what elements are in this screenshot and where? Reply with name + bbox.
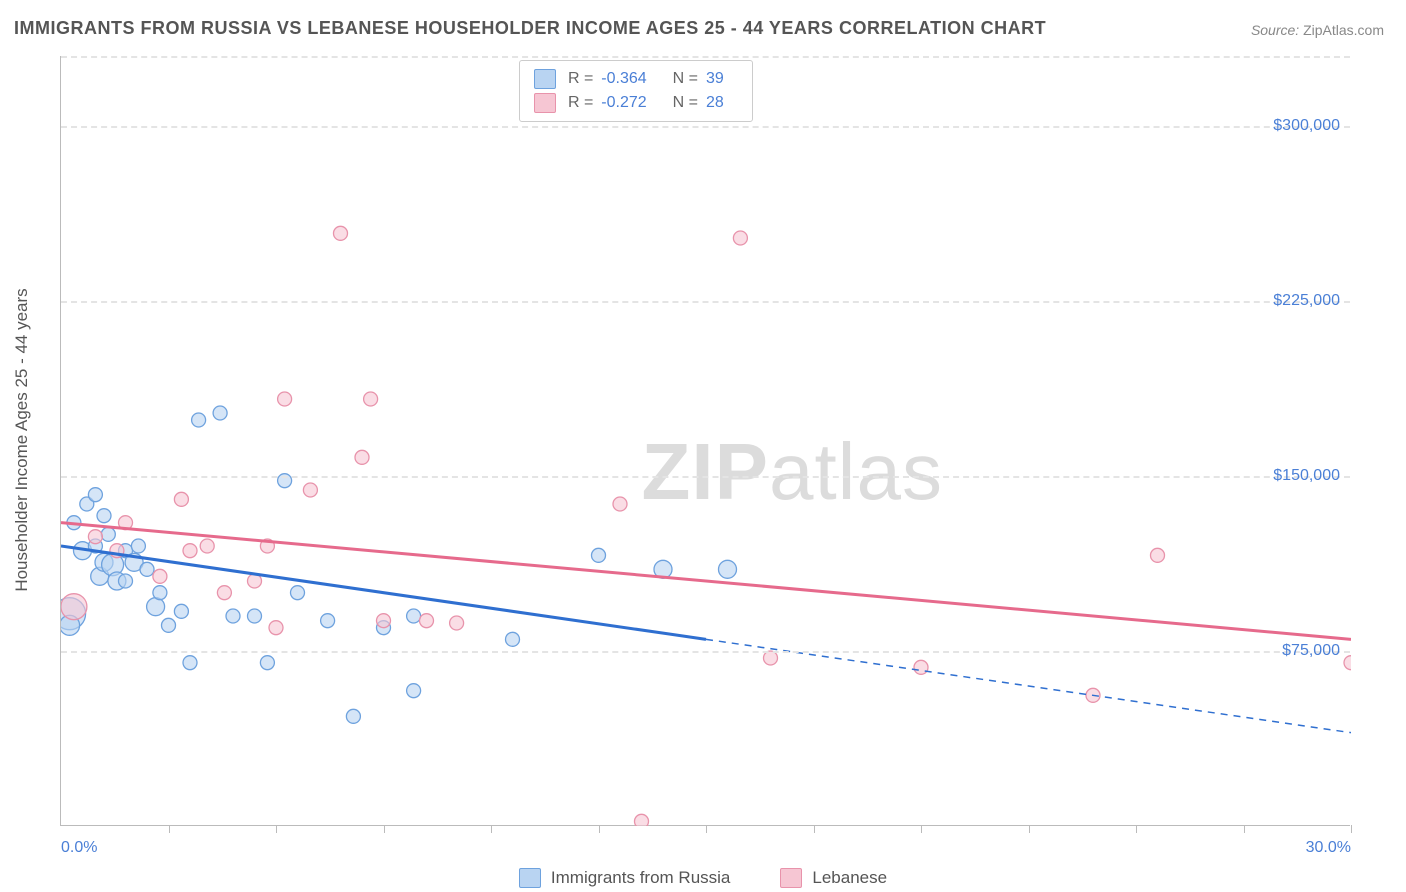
scatter-point-russia [131, 539, 145, 553]
plot-svg [61, 56, 1351, 826]
y-tick-label: $300,000 [1273, 117, 1340, 135]
x-tick [1029, 825, 1030, 833]
x-tick [169, 825, 170, 833]
scatter-point-russia [248, 609, 262, 623]
legend-stat-row-russia: R = -0.364 N = 39 [534, 67, 738, 91]
scatter-point-russia [321, 614, 335, 628]
regression-line-ext-russia [706, 639, 1351, 732]
scatter-point-russia [592, 548, 606, 562]
legend-n-value: 28 [706, 94, 724, 112]
legend-n-value: 39 [706, 70, 724, 88]
scatter-point-russia [119, 574, 133, 588]
scatter-point-russia [719, 560, 737, 578]
scatter-point-russia [183, 656, 197, 670]
source-label: Source: [1251, 22, 1299, 38]
scatter-point-lebanese [914, 660, 928, 674]
scatter-point-lebanese [613, 497, 627, 511]
x-tick [1136, 825, 1137, 833]
scatter-point-lebanese [183, 544, 197, 558]
scatter-point-lebanese [764, 651, 778, 665]
scatter-point-lebanese [269, 621, 283, 635]
scatter-point-lebanese [733, 231, 747, 245]
scatter-point-lebanese [174, 492, 188, 506]
y-tick-label: $225,000 [1273, 292, 1340, 310]
x-tick [814, 825, 815, 833]
y-axis-title: Householder Income Ages 25 - 44 years [12, 288, 32, 591]
gridline [61, 126, 1350, 128]
scatter-point-russia [162, 618, 176, 632]
scatter-point-lebanese [334, 226, 348, 240]
x-tick [706, 825, 707, 833]
scatter-point-russia [97, 509, 111, 523]
scatter-point-lebanese [355, 450, 369, 464]
scatter-point-russia [407, 609, 421, 623]
x-tick [921, 825, 922, 833]
bottom-legend-swatch-russia [519, 868, 541, 888]
gridline [61, 476, 1350, 478]
scatter-point-russia [140, 562, 154, 576]
x-tick [599, 825, 600, 833]
bottom-legend-item-russia: Immigrants from Russia [519, 868, 730, 888]
chart-title: IMMIGRANTS FROM RUSSIA VS LEBANESE HOUSE… [14, 18, 1046, 39]
x-tick [491, 825, 492, 833]
legend-n-label: N = [673, 70, 698, 88]
scatter-point-russia [88, 488, 102, 502]
scatter-point-russia [213, 406, 227, 420]
legend-n-label: N = [673, 94, 698, 112]
legend-r-label: R = [568, 70, 593, 88]
scatter-point-lebanese [1151, 548, 1165, 562]
gridline [61, 651, 1350, 653]
bottom-legend-item-lebanese: Lebanese [780, 868, 887, 888]
scatter-point-lebanese [377, 614, 391, 628]
scatter-point-russia [260, 656, 274, 670]
scatter-point-russia [153, 586, 167, 600]
scatter-point-lebanese [278, 392, 292, 406]
bottom-legend-label: Lebanese [812, 868, 887, 888]
legend-swatch-lebanese [534, 93, 556, 113]
bottom-legend-swatch-lebanese [780, 868, 802, 888]
scatter-point-russia [346, 709, 360, 723]
legend-stats: R = -0.364 N = 39 R = -0.272 N = 28 [519, 60, 753, 122]
x-tick [1351, 825, 1352, 833]
legend-r-value: -0.272 [601, 94, 646, 112]
scatter-point-russia [192, 413, 206, 427]
scatter-point-lebanese [217, 586, 231, 600]
scatter-point-lebanese [1344, 656, 1351, 670]
scatter-point-lebanese [153, 569, 167, 583]
x-tick-label: 30.0% [1306, 839, 1351, 857]
scatter-point-russia [506, 632, 520, 646]
scatter-point-russia [101, 527, 115, 541]
scatter-point-lebanese [635, 814, 649, 826]
scatter-point-lebanese [200, 539, 214, 553]
scatter-point-russia [407, 684, 421, 698]
scatter-point-lebanese [420, 614, 434, 628]
scatter-point-lebanese [364, 392, 378, 406]
legend-stat-row-lebanese: R = -0.272 N = 28 [534, 91, 738, 115]
scatter-point-lebanese [88, 530, 102, 544]
x-tick [384, 825, 385, 833]
plot-area: ZIPatlas R =-0.364N =39R =-0.272N =28 $7… [60, 56, 1350, 826]
bottom-legend: Immigrants from Russia Lebanese [0, 868, 1406, 888]
bottom-legend-label: Immigrants from Russia [551, 868, 730, 888]
source-value: ZipAtlas.com [1303, 22, 1384, 38]
x-tick [276, 825, 277, 833]
gridline [61, 56, 1350, 58]
scatter-point-russia [226, 609, 240, 623]
scatter-point-russia [147, 598, 165, 616]
gridline [61, 301, 1350, 303]
legend-r-label: R = [568, 94, 593, 112]
y-tick-label: $150,000 [1273, 467, 1340, 485]
scatter-point-russia [291, 586, 305, 600]
legend-r-value: -0.364 [601, 70, 646, 88]
legend-swatch-russia [534, 69, 556, 89]
scatter-point-lebanese [303, 483, 317, 497]
source-attribution: Source: ZipAtlas.com [1251, 22, 1384, 38]
x-tick [1244, 825, 1245, 833]
scatter-point-lebanese [61, 594, 87, 620]
x-tick-label: 0.0% [61, 839, 97, 857]
y-tick-label: $75,000 [1282, 642, 1340, 660]
scatter-point-russia [174, 604, 188, 618]
scatter-point-lebanese [450, 616, 464, 630]
